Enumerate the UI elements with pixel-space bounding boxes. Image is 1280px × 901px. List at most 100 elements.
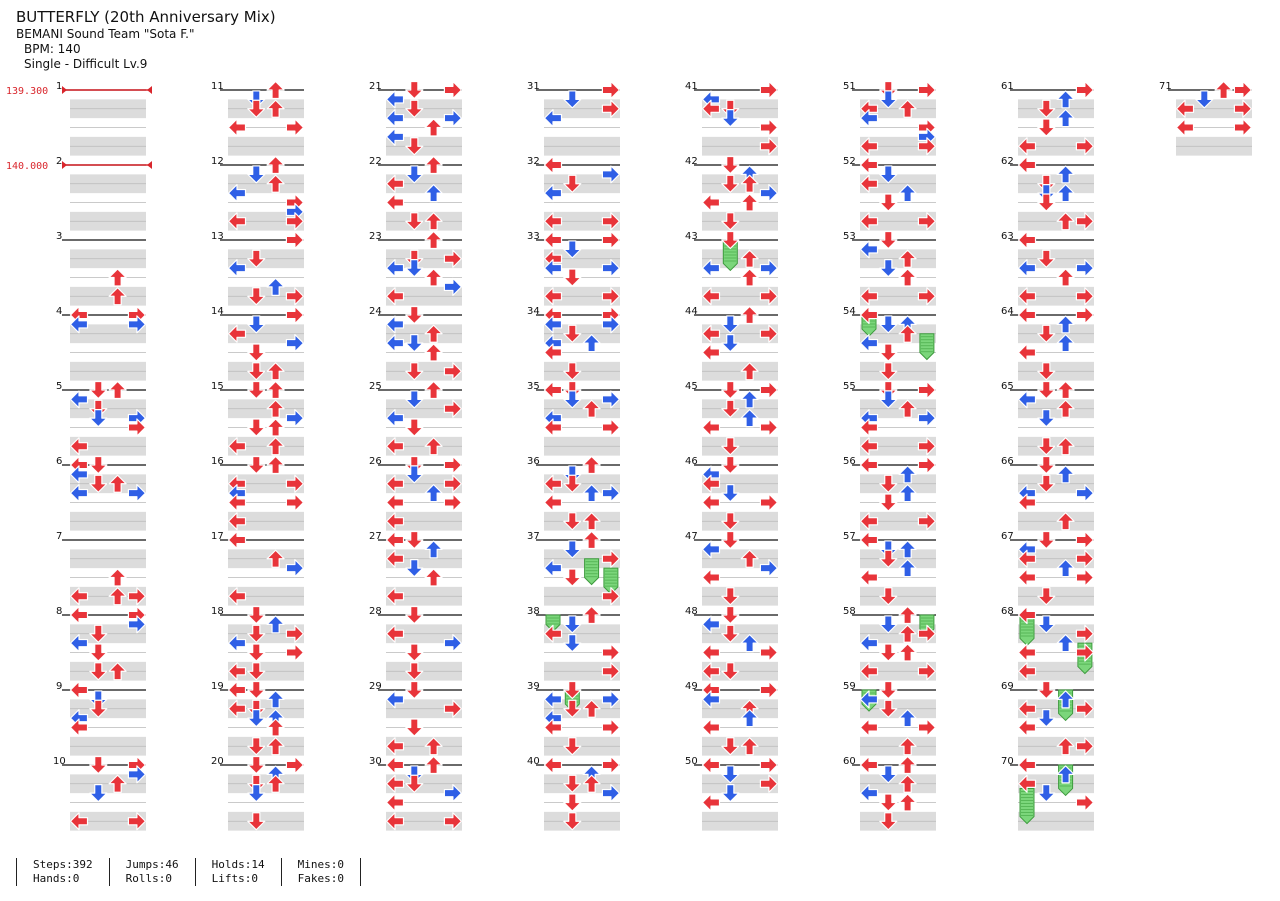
left-arrow-icon: [859, 240, 879, 259]
right-arrow-icon: [1233, 80, 1253, 100]
arrow-shape: [385, 193, 405, 212]
arrow-shape: [759, 493, 779, 512]
arrow-shape: [227, 437, 247, 456]
arrow-shape: [601, 315, 621, 334]
measure-41: 41: [685, 81, 778, 156]
arrow-shape: [721, 334, 740, 353]
left-arrow-icon: [385, 793, 405, 812]
arrow-shape: [405, 680, 424, 700]
arrow-shape: [879, 793, 898, 812]
arrow-shape: [543, 690, 563, 709]
arrow-shape: [1056, 690, 1075, 709]
up-arrow-icon: [740, 305, 759, 325]
arrow-shape: [247, 343, 266, 362]
down-arrow-icon: [405, 212, 424, 231]
down-arrow-icon: [247, 774, 266, 793]
down-arrow-icon: [405, 605, 424, 625]
arrow-shape: [227, 662, 247, 681]
up-arrow-icon: [898, 465, 917, 484]
down-arrow-icon: [879, 812, 898, 831]
arrow-shape: [108, 474, 127, 493]
arrow-shape: [108, 268, 127, 287]
down-arrow-icon: [405, 765, 424, 784]
down-arrow-icon: [405, 249, 424, 268]
up-arrow-icon: [424, 737, 443, 756]
arrow-shape: [563, 324, 582, 343]
arrow-shape: [285, 559, 304, 578]
arrow-shape: [266, 174, 285, 193]
arrow-shape: [563, 90, 582, 109]
arrow-shape: [405, 212, 424, 231]
arrow-shape: [917, 662, 937, 681]
left-arrow-icon: [543, 718, 563, 737]
arrow-shape: [405, 99, 424, 118]
arrow-shape: [266, 774, 285, 793]
arrow-shape: [721, 662, 740, 681]
up-arrow-icon: [740, 174, 759, 193]
left-arrow-icon: [1017, 605, 1037, 625]
measure-number: 8: [56, 606, 62, 617]
arrow-shape: [859, 418, 879, 437]
down-arrow-icon: [1037, 455, 1056, 475]
right-arrow-icon: [285, 334, 304, 353]
arrow-shape: [721, 109, 740, 128]
bpm-tick-right: [147, 161, 152, 169]
down-arrow-icon: [879, 643, 898, 662]
measure-64: 64: [1001, 306, 1094, 381]
arrow-shape: [443, 812, 462, 831]
down-arrow-icon: [1037, 193, 1056, 212]
down-arrow-icon: [563, 812, 582, 831]
measure-number: 66: [1001, 456, 1014, 467]
arrow-shape: [601, 662, 621, 681]
arrow-shape: [563, 268, 582, 287]
down-arrow-icon: [879, 699, 898, 718]
down-arrow-icon: [1037, 615, 1056, 634]
arrow-shape: [898, 540, 917, 559]
arrow-shape: [601, 784, 621, 803]
arrow-shape: [879, 380, 898, 400]
left-arrow-icon: [227, 530, 247, 550]
up-arrow-icon: [266, 99, 285, 118]
down-arrow-icon: [721, 212, 740, 231]
down-arrow-icon: [1037, 587, 1056, 606]
left-arrow-icon: [543, 155, 563, 175]
right-arrow-icon: [917, 718, 937, 737]
arrow-shape: [563, 174, 582, 193]
arrow-shape: [721, 399, 740, 418]
arrow-shape: [721, 99, 740, 118]
arrow-shape: [227, 530, 247, 550]
arrow-shape: [701, 418, 721, 437]
arrow-shape: [563, 465, 582, 484]
arrow-shape: [424, 484, 443, 503]
up-arrow-icon: [1056, 737, 1075, 756]
measure-number: 14: [211, 306, 224, 317]
arrow-shape: [69, 587, 89, 606]
arrow-shape: [1175, 99, 1195, 118]
left-arrow-icon: [69, 718, 89, 737]
down-arrow-icon: [405, 80, 424, 100]
left-arrow-icon: [1017, 643, 1037, 662]
measure-10: 10: [53, 756, 146, 831]
arrow-shape: [443, 474, 462, 493]
left-arrow-icon: [701, 718, 721, 737]
down-arrow-icon: [405, 774, 424, 793]
down-arrow-icon: [563, 737, 582, 756]
arrow-shape: [879, 765, 898, 784]
arrow-shape: [1056, 90, 1075, 109]
up-arrow-icon: [740, 737, 759, 756]
measure-number: 34: [527, 306, 540, 317]
left-arrow-icon: [859, 662, 879, 681]
arrow-shape: [1175, 118, 1195, 137]
arrow-shape: [721, 765, 740, 784]
arrow-shape: [917, 455, 937, 475]
measure-number: 44: [685, 306, 698, 317]
arrow-shape: [859, 174, 879, 193]
left-arrow-icon: [543, 184, 563, 203]
up-arrow-icon: [266, 362, 285, 381]
measure-67: 67: [1001, 531, 1094, 606]
arrow-shape: [247, 99, 266, 118]
down-arrow-icon: [563, 699, 582, 718]
arrow-shape: [1037, 409, 1056, 428]
left-arrow-icon: [543, 343, 563, 362]
arrow-shape: [266, 80, 285, 100]
